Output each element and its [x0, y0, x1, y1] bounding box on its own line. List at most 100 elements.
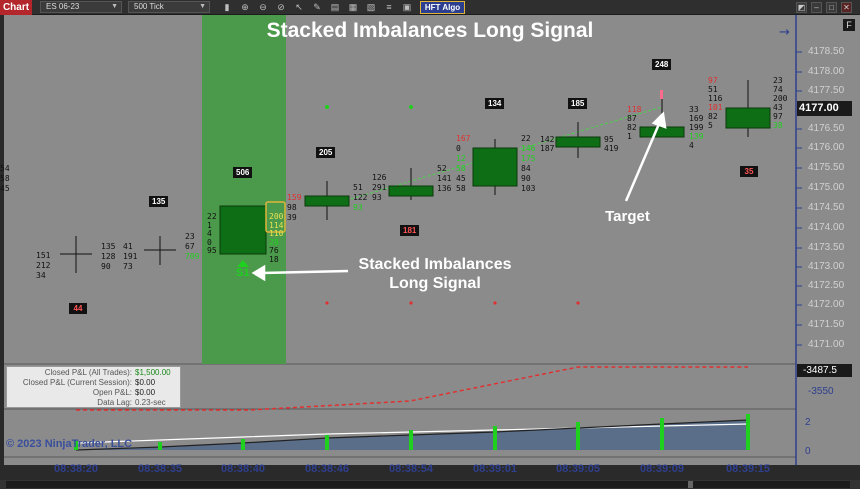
signal-marker-label: S1 — [236, 267, 250, 279]
footprint-left-value: 93 — [353, 203, 363, 212]
pnl-current-value: -3487.5 — [803, 365, 837, 376]
instrument-value: ES 06-23 — [46, 2, 80, 11]
indicators-icon[interactable]: ≡ — [386, 2, 392, 12]
footprint-left-value: 51 — [353, 183, 363, 192]
price-label: 4171.00 — [808, 339, 845, 350]
pnl-label: Closed P&L (All Trades): — [44, 368, 132, 377]
footprint-left-value: 1 — [207, 220, 212, 230]
pnl-label: Closed P&L (Current Session): — [22, 378, 132, 387]
footprint-left-value: 118 — [627, 105, 642, 114]
delta-box: 205 — [316, 147, 336, 158]
footprint-right-value: 419 — [604, 144, 619, 153]
footprint-left-value: 82 — [708, 112, 718, 121]
price-label: 4174.50 — [808, 202, 845, 213]
price-label: 4175.00 — [808, 182, 845, 193]
bar-style-icon[interactable]: ▮ — [224, 2, 230, 12]
price-label: 4173.00 — [808, 261, 845, 272]
price-label: 4172.50 — [808, 280, 845, 291]
bar-type-selector[interactable]: 500 Tick ▼ — [128, 1, 210, 13]
imbalance-zone — [202, 15, 286, 364]
hft-algo-button[interactable]: HFT Algo — [420, 1, 465, 14]
footprint-left-value: 93 — [372, 193, 382, 202]
data-box-icon[interactable]: ▤ — [330, 2, 340, 12]
delta-box: 181 — [400, 225, 420, 236]
candle-body — [725, 107, 771, 129]
maximize-icon[interactable]: □ — [826, 2, 837, 13]
footprint-right-value: 97 — [773, 112, 783, 121]
footprint-left-value: 0 — [456, 144, 461, 153]
footprint-right-value: 22 — [521, 134, 531, 143]
footprint-left-value: 95 — [207, 246, 217, 255]
footprint-left-value: 67 — [185, 242, 195, 251]
signal-annotation-line2: Long Signal — [389, 275, 481, 292]
bar-type-value: 500 Tick — [134, 2, 164, 11]
footprint-left-value: 116 — [708, 94, 723, 103]
time-label: 08:39:09 — [639, 463, 685, 475]
footprint-left-value: 136 — [437, 184, 452, 193]
candle-body — [472, 147, 518, 187]
footprint-right-value: 73 — [123, 262, 133, 271]
pnl-value: $0.00 — [135, 378, 156, 387]
volume-axis-bottom: 0 — [805, 446, 811, 457]
chart-tab[interactable]: Chart — [0, 0, 32, 15]
footprint-right-value: 54 — [0, 164, 10, 173]
chart-toolbar: Chart ES 06-23 ▼ 500 Tick ▼ ▮ ⊕ ⊖ ⊘ ↖ ✎ … — [0, 0, 860, 15]
footprint-right-value: 38 — [773, 121, 783, 130]
footprint-left-value: 101 — [708, 103, 723, 112]
price-label: 4172.00 — [808, 299, 845, 310]
footprint-left-value: 167 — [456, 134, 471, 143]
copyright-text: © 2023 NinjaTrader, LLC — [6, 438, 133, 450]
candle-body — [219, 205, 267, 255]
pin-icon[interactable]: ◩ — [796, 2, 807, 13]
footprint-right-value: 23 — [773, 76, 783, 85]
footprint-left-value: 4 — [207, 229, 212, 238]
signal-annotation: Stacked Imbalances Long Signal — [345, 255, 525, 293]
price-label: 4176.00 — [808, 142, 845, 153]
footprint-right-value: 18 — [269, 254, 279, 264]
f-button[interactable]: F — [843, 19, 855, 31]
footprint-right-value: 200 — [773, 94, 788, 103]
footprint-left-value: 45 — [456, 174, 466, 183]
properties-icon[interactable]: ▦ — [348, 2, 358, 12]
time-label: 08:38:40 — [220, 463, 266, 475]
delta-box: 506 — [233, 167, 253, 178]
footprint-right-value: 43 — [773, 103, 783, 112]
pnl-axis-label: -3550 — [808, 386, 834, 397]
delta-box: 44 — [69, 303, 87, 314]
pointer-icon[interactable]: ↖ — [295, 2, 303, 12]
pnl-row: Open P&L: $0.00 — [7, 388, 182, 398]
footprint-left-value: 90 — [101, 262, 111, 271]
long-signal-arrow — [237, 260, 249, 267]
time-label: 08:38:46 — [304, 463, 350, 475]
footprint-left-value: 12 — [456, 154, 466, 163]
scroll-right-icon[interactable]: → — [779, 25, 790, 40]
strategy-icon[interactable]: ▧ — [366, 2, 376, 12]
scrollbar-thumb[interactable] — [688, 481, 693, 488]
footprint-right-value: 84 — [521, 164, 531, 173]
footprint-left-value: 212 — [36, 261, 51, 270]
candle-body — [304, 195, 350, 207]
close-icon[interactable]: ✕ — [841, 2, 852, 13]
instrument-selector[interactable]: ES 06-23 ▼ — [40, 1, 122, 13]
price-label: 4178.00 — [808, 66, 845, 77]
zoom-in-icon[interactable]: ⊕ — [241, 2, 249, 12]
price-label: 4174.00 — [808, 222, 845, 233]
footprint-left-value: 22 — [207, 212, 217, 221]
pnl-label: Open P&L: — [92, 388, 132, 397]
footprint-left-value: 87 — [627, 114, 637, 123]
footprint-left-value: 5 — [708, 121, 713, 130]
footprint-right-value: 110 — [269, 229, 284, 238]
footprint-right-value: 90 — [521, 174, 531, 183]
pencil-icon[interactable]: ✎ — [313, 2, 321, 12]
footprint-right-value: 95 — [604, 135, 614, 144]
templates-icon[interactable]: ▣ — [402, 2, 412, 12]
footprint-left-value: 58 — [456, 164, 466, 173]
horizontal-scrollbar[interactable] — [6, 481, 850, 488]
price-label: 4178.50 — [808, 46, 845, 57]
zoom-out-icon[interactable]: ⊖ — [259, 2, 267, 12]
zoom-icon[interactable]: ⊘ — [277, 2, 285, 12]
chevron-down-icon: ▼ — [199, 3, 206, 10]
footprint-left-value: 0 — [207, 237, 212, 247]
minimize-icon[interactable]: – — [811, 2, 822, 13]
